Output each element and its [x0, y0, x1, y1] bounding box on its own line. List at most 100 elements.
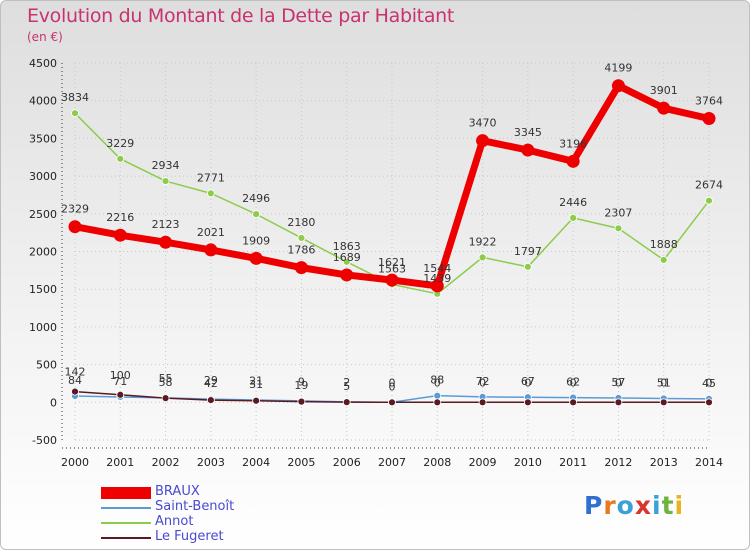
- data-point: [433, 398, 442, 407]
- logo-letter: x: [634, 491, 652, 520]
- y-tick-label: 4000: [29, 95, 57, 108]
- data-point: [611, 79, 625, 93]
- data-label: 3229: [106, 137, 134, 150]
- data-label: 0: [706, 376, 713, 389]
- legend-item: Le Fugeret: [101, 530, 301, 545]
- data-point: [204, 243, 218, 257]
- data-label: 4199: [604, 62, 632, 75]
- data-label: 72: [476, 375, 490, 388]
- data-label: 1922: [469, 235, 497, 248]
- data-label: 3470: [469, 117, 497, 130]
- legend-item: BRAUX: [101, 485, 301, 500]
- data-label: 0: [389, 376, 396, 389]
- data-label: 3834: [61, 91, 89, 104]
- logo-letter: P: [584, 491, 604, 520]
- y-tick-label: 3000: [29, 170, 57, 183]
- data-label: 88: [430, 374, 444, 387]
- legend-swatch: [101, 537, 151, 539]
- data-point: [523, 262, 532, 271]
- legend-label: Saint-Benoît: [155, 499, 235, 514]
- x-tick-label: 2005: [287, 456, 315, 469]
- data-label: 142: [65, 366, 86, 379]
- data-point: [206, 396, 215, 405]
- legend-swatch: [101, 507, 151, 509]
- data-label: 2216: [106, 211, 134, 224]
- data-label: 0: [479, 376, 486, 389]
- data-label: 3764: [695, 94, 723, 107]
- data-label: 1888: [650, 238, 678, 251]
- data-point: [159, 235, 173, 249]
- data-label: 3196: [559, 137, 587, 150]
- data-point: [71, 109, 79, 118]
- y-tick-label: 1500: [29, 283, 57, 296]
- data-point: [385, 273, 399, 287]
- data-point: [297, 234, 306, 242]
- data-label: 55: [159, 372, 173, 385]
- logo-letter: r: [603, 491, 617, 520]
- data-point: [478, 253, 487, 262]
- data-label: 3345: [514, 126, 542, 139]
- data-label: 58: [159, 376, 173, 389]
- y-tick-label: 3500: [29, 132, 57, 145]
- x-tick-label: 2013: [650, 456, 678, 469]
- legend: BRAUX Saint-Benoît Annot Le Fugeret: [101, 485, 301, 545]
- data-label: 84: [68, 374, 82, 387]
- data-label: 2674: [695, 179, 723, 192]
- proxiti-logo: Proxiti: [584, 491, 684, 520]
- data-label: 51: [657, 376, 671, 389]
- y-tick-label: 1000: [29, 321, 57, 334]
- x-tick-label: 2003: [197, 456, 225, 469]
- x-tick-label: 2012: [604, 456, 632, 469]
- data-label: 1863: [333, 240, 361, 253]
- data-label: 1786: [287, 244, 315, 257]
- data-label: 1563: [378, 262, 406, 275]
- x-tick-label: 2008: [423, 456, 451, 469]
- data-point: [478, 398, 487, 407]
- data-point: [521, 143, 535, 157]
- x-tick-label: 2007: [378, 456, 406, 469]
- data-label: 2329: [61, 203, 89, 216]
- logo-letter: t: [661, 491, 675, 520]
- data-label: 3901: [650, 84, 678, 97]
- data-label: 1621: [378, 256, 406, 269]
- legend-item: Saint-Benoît: [101, 500, 301, 515]
- chart-subtitle: (en €): [27, 30, 63, 44]
- data-point: [71, 387, 79, 396]
- data-label: 71: [113, 375, 127, 388]
- data-point: [294, 261, 308, 275]
- data-point: [569, 398, 578, 407]
- data-point: [342, 257, 351, 266]
- data-point: [252, 396, 261, 405]
- legend-swatch: [101, 522, 151, 524]
- data-point: [433, 391, 442, 400]
- data-label: 2934: [152, 159, 180, 172]
- data-point: [388, 398, 396, 407]
- logo-letter: i: [674, 491, 685, 520]
- data-label: 1439: [423, 272, 451, 285]
- data-label: 1689: [333, 251, 361, 264]
- data-label: 0: [524, 376, 531, 389]
- labels-1: 84 71 58 42 31 19 5 088 72 67 62 57 51 45: [68, 374, 716, 394]
- data-label: 9: [298, 376, 305, 389]
- data-point: [252, 210, 261, 219]
- x-tick-label: 2004: [242, 456, 270, 469]
- data-label: 1909: [242, 234, 270, 247]
- data-label: 0: [434, 376, 441, 389]
- labels-0: 2329 2216 2123 2021 1909 1786 1689 1621 1544 3470…: [61, 62, 723, 275]
- data-point: [206, 189, 215, 198]
- data-label: 0: [660, 376, 667, 389]
- x-tick-label: 2001: [106, 456, 134, 469]
- y-tick-label: 500: [36, 359, 57, 372]
- data-point: [523, 398, 532, 407]
- data-label: 57: [611, 376, 625, 389]
- data-label: 21: [249, 375, 263, 388]
- data-point: [161, 177, 170, 185]
- data-point: [659, 256, 668, 264]
- data-point: [566, 154, 580, 168]
- data-label: 67: [521, 375, 535, 388]
- legend-swatch: [101, 487, 151, 499]
- logo-letter: o: [616, 491, 635, 520]
- data-label: 31: [249, 378, 263, 391]
